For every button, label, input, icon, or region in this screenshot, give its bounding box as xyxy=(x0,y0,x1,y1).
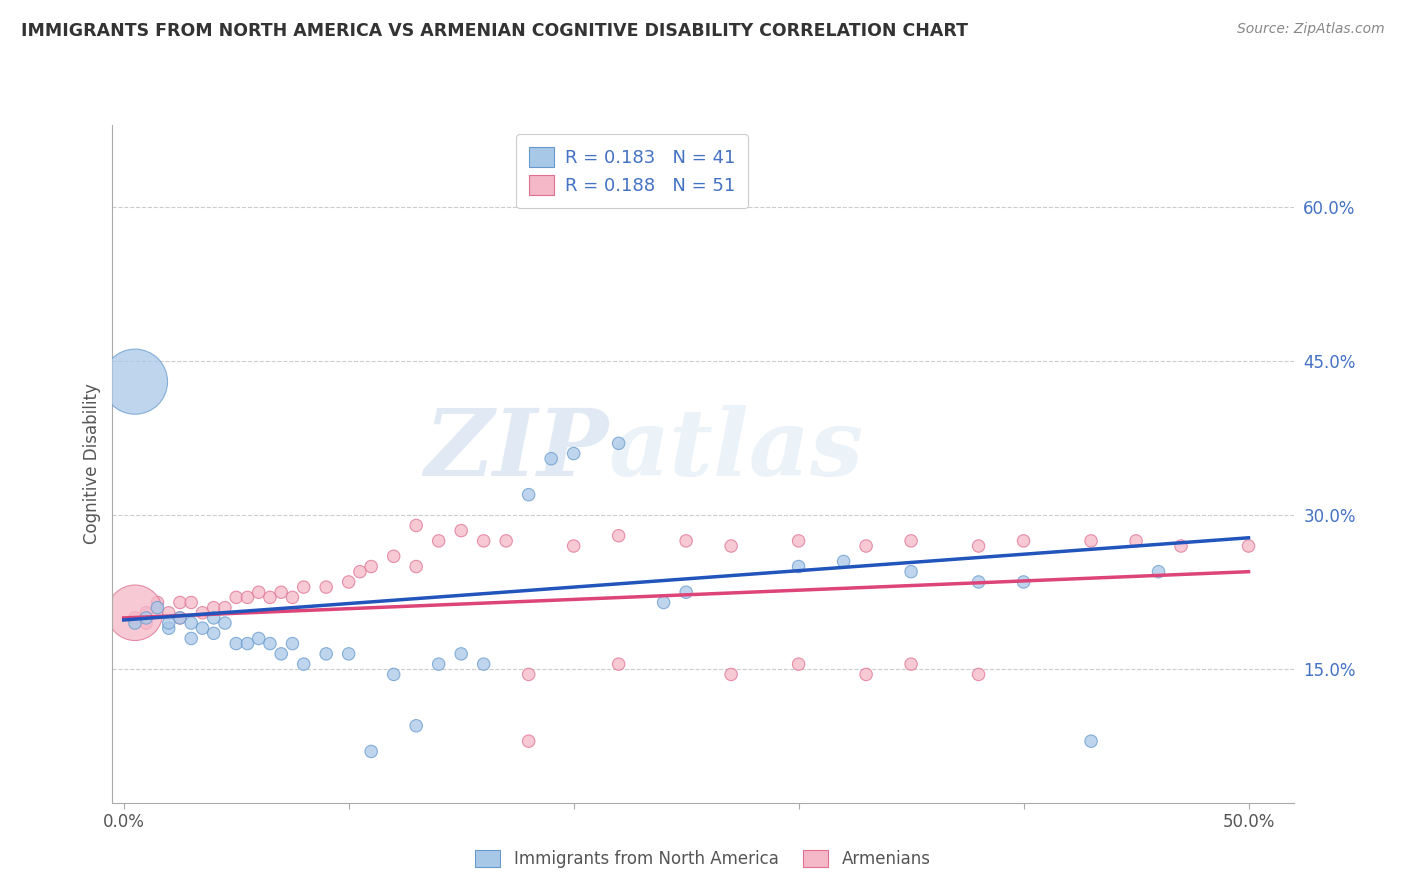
Point xyxy=(1012,574,1035,589)
Point xyxy=(900,533,922,548)
Point xyxy=(540,451,562,466)
Point xyxy=(349,565,371,579)
Point xyxy=(382,667,405,681)
Point xyxy=(281,637,304,651)
Point xyxy=(180,615,202,630)
Point xyxy=(405,559,427,574)
Point xyxy=(427,533,450,548)
Point xyxy=(202,626,225,640)
Point xyxy=(1125,533,1147,548)
Point xyxy=(1080,734,1102,748)
Point xyxy=(214,615,236,630)
Point xyxy=(900,657,922,672)
Text: Source: ZipAtlas.com: Source: ZipAtlas.com xyxy=(1237,22,1385,37)
Point xyxy=(315,580,337,594)
Point xyxy=(517,667,540,681)
Point xyxy=(675,533,697,548)
Point xyxy=(191,621,214,635)
Point xyxy=(180,595,202,609)
Point xyxy=(225,637,247,651)
Point xyxy=(1147,565,1170,579)
Point xyxy=(292,580,315,594)
Point xyxy=(472,657,495,672)
Point xyxy=(652,595,675,609)
Point xyxy=(787,657,810,672)
Point xyxy=(405,518,427,533)
Point xyxy=(720,539,742,553)
Point xyxy=(562,446,585,460)
Point xyxy=(169,611,191,625)
Point xyxy=(135,606,157,620)
Point xyxy=(270,647,292,661)
Y-axis label: Cognitive Disability: Cognitive Disability xyxy=(83,384,101,544)
Point xyxy=(157,621,180,635)
Point xyxy=(169,611,191,625)
Point xyxy=(405,719,427,733)
Point xyxy=(900,565,922,579)
Point xyxy=(517,488,540,502)
Point xyxy=(247,585,270,599)
Point xyxy=(315,647,337,661)
Point xyxy=(675,585,697,599)
Legend: Immigrants from North America, Armenians: Immigrants from North America, Armenians xyxy=(468,843,938,875)
Point xyxy=(337,647,360,661)
Point xyxy=(191,606,214,620)
Point xyxy=(360,559,382,574)
Text: IMMIGRANTS FROM NORTH AMERICA VS ARMENIAN COGNITIVE DISABILITY CORRELATION CHART: IMMIGRANTS FROM NORTH AMERICA VS ARMENIA… xyxy=(21,22,969,40)
Point xyxy=(146,595,169,609)
Point xyxy=(855,539,877,553)
Point xyxy=(607,436,630,450)
Point xyxy=(1237,539,1260,553)
Point xyxy=(607,657,630,672)
Point xyxy=(236,591,259,605)
Point xyxy=(202,611,225,625)
Point xyxy=(967,667,990,681)
Point xyxy=(450,647,472,661)
Text: atlas: atlas xyxy=(609,405,863,495)
Point xyxy=(1170,539,1192,553)
Point xyxy=(855,667,877,681)
Point xyxy=(607,529,630,543)
Point xyxy=(270,585,292,599)
Point xyxy=(720,667,742,681)
Point xyxy=(495,533,517,548)
Point xyxy=(225,591,247,605)
Point xyxy=(281,591,304,605)
Point xyxy=(382,549,405,564)
Point xyxy=(124,375,146,389)
Point xyxy=(169,595,191,609)
Point xyxy=(787,533,810,548)
Point xyxy=(124,615,146,630)
Point xyxy=(236,637,259,651)
Point xyxy=(292,657,315,672)
Point xyxy=(517,734,540,748)
Point xyxy=(135,615,157,630)
Point xyxy=(1012,533,1035,548)
Point xyxy=(967,539,990,553)
Point xyxy=(832,554,855,568)
Text: ZIP: ZIP xyxy=(425,405,609,495)
Point xyxy=(157,606,180,620)
Point xyxy=(124,606,146,620)
Point xyxy=(202,600,225,615)
Point xyxy=(135,611,157,625)
Point xyxy=(124,611,146,625)
Point xyxy=(146,600,169,615)
Point xyxy=(787,559,810,574)
Point xyxy=(259,591,281,605)
Point xyxy=(214,600,236,615)
Point xyxy=(337,574,360,589)
Point xyxy=(259,637,281,651)
Point xyxy=(450,524,472,538)
Point xyxy=(472,533,495,548)
Point xyxy=(157,615,180,630)
Point xyxy=(180,632,202,646)
Point xyxy=(427,657,450,672)
Point xyxy=(967,574,990,589)
Point xyxy=(360,744,382,758)
Point xyxy=(247,632,270,646)
Point xyxy=(562,539,585,553)
Legend: R = 0.183   N = 41, R = 0.188   N = 51: R = 0.183 N = 41, R = 0.188 N = 51 xyxy=(516,134,748,208)
Point xyxy=(1080,533,1102,548)
